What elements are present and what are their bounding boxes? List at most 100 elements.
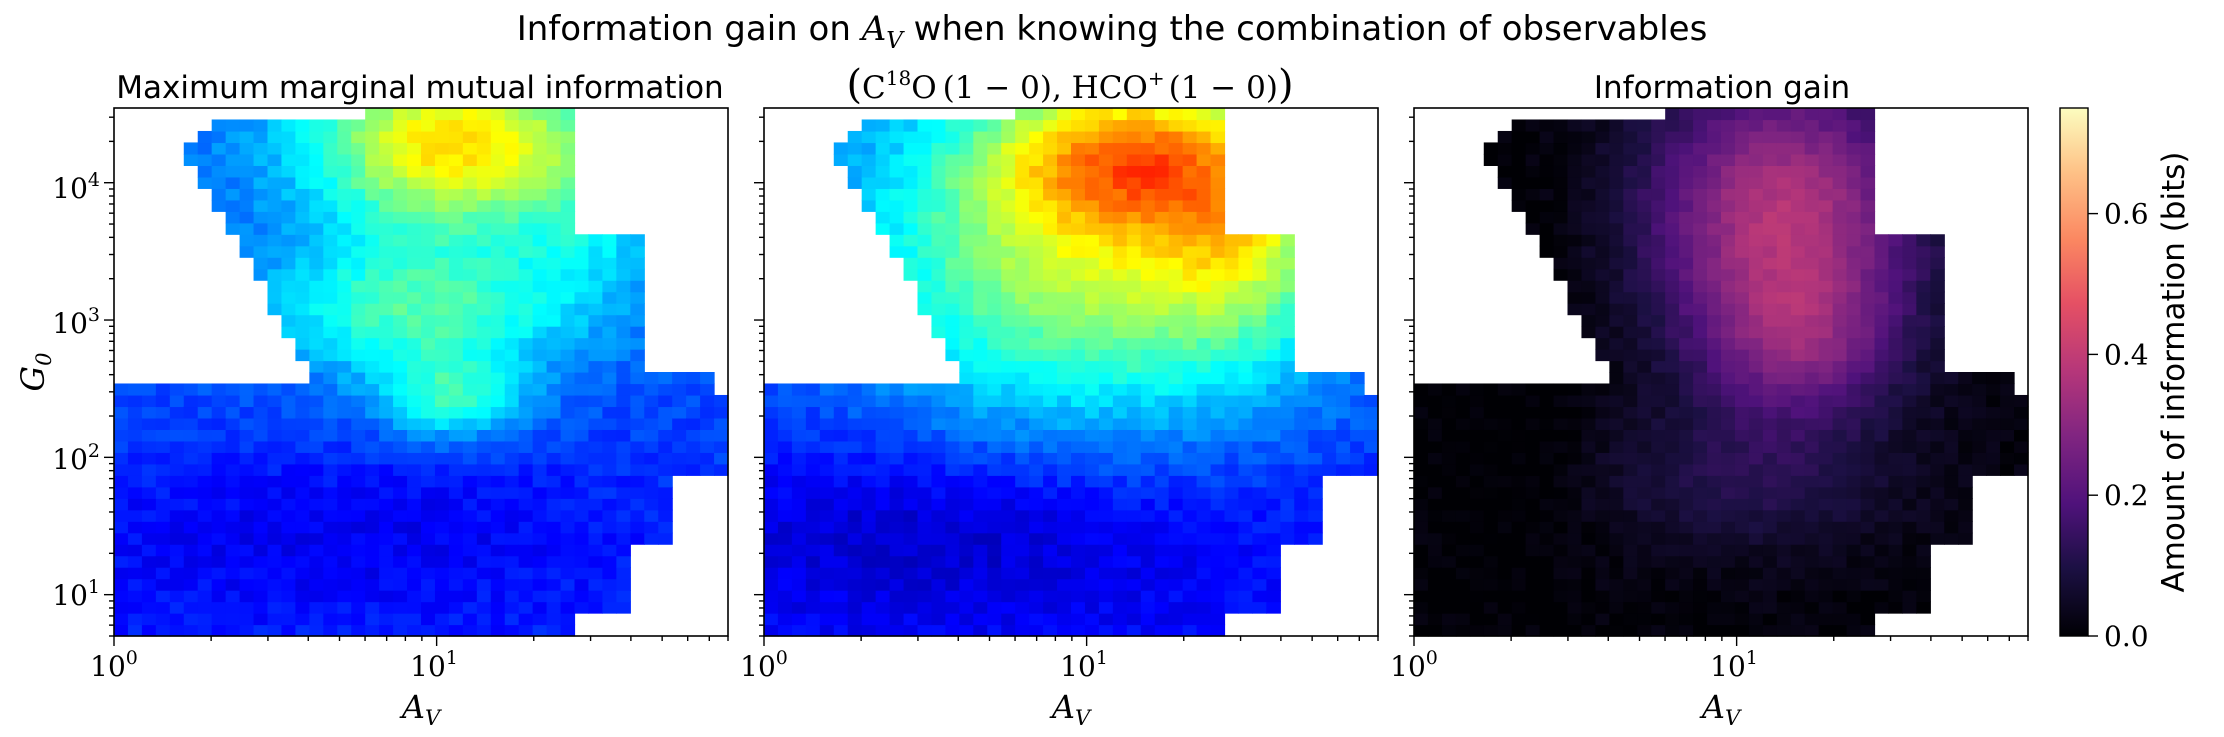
colorbar-tick-label: 0.2 — [2104, 479, 2149, 512]
heatmap-cell — [875, 417, 891, 430]
heatmap-cell — [1140, 108, 1156, 121]
heatmap-cell — [1818, 326, 1834, 339]
heatmap-cell — [504, 108, 520, 121]
heatmap-cell — [1071, 429, 1086, 442]
heatmap-cell — [1637, 268, 1652, 281]
heatmap-cell — [379, 326, 394, 339]
axis-ticks — [104, 116, 2029, 646]
heatmap-cell — [1679, 475, 1694, 488]
heatmap-cell — [1679, 532, 1694, 545]
heatmap-cell — [1665, 509, 1680, 522]
heatmap-cell — [1140, 280, 1156, 293]
heatmap-cell — [819, 544, 835, 557]
heatmap-cell — [847, 130, 863, 144]
heatmap-cell — [1210, 303, 1226, 316]
heatmap-cell — [1210, 326, 1226, 339]
heatmap-cell — [1210, 509, 1226, 522]
heatmap-cell — [1455, 567, 1471, 580]
heatmap-cell — [1112, 406, 1128, 419]
heatmap-cell — [987, 452, 1002, 465]
heatmap-cell — [365, 440, 380, 453]
heatmap-cell — [1916, 417, 1931, 430]
heatmap-cell — [1623, 613, 1638, 626]
heatmap-cell — [1734, 211, 1750, 224]
heatmap-cell — [323, 498, 338, 511]
heatmap-cell — [1001, 280, 1016, 293]
heatmap-cell — [295, 142, 310, 155]
heatmap-cell — [658, 498, 673, 511]
heatmap-cell — [1015, 521, 1030, 534]
heatmap-cell — [1196, 222, 1212, 235]
heatmap-cell — [1441, 521, 1457, 534]
heatmap-cell — [1972, 394, 1987, 408]
heatmap-cell — [490, 486, 506, 499]
heatmap-cell — [672, 372, 687, 385]
heatmap-cell — [1860, 624, 1876, 637]
heatmap-cell — [504, 498, 520, 511]
heatmap-cell — [1350, 372, 1365, 385]
heatmap-cell — [1874, 234, 1890, 247]
heatmap-cell — [253, 142, 269, 155]
heatmap-cell — [889, 394, 905, 408]
heatmap-cell — [1071, 613, 1086, 626]
heatmap-cell — [875, 211, 891, 224]
heatmap-cell — [1511, 613, 1527, 626]
heatmap-cell — [1930, 303, 1945, 316]
heatmap-cell — [379, 567, 394, 580]
heatmap-cell — [1196, 211, 1212, 224]
heatmap-cell — [1224, 360, 1240, 373]
heatmap-cell — [1930, 291, 1945, 304]
heatmap-cell — [1029, 360, 1044, 373]
heatmap-cell — [1140, 532, 1156, 545]
heatmap-cell — [777, 440, 793, 453]
heatmap-cell — [987, 257, 1002, 270]
heatmap-cell — [407, 245, 422, 258]
heatmap-cell — [141, 486, 157, 499]
heatmap-cell — [225, 498, 241, 511]
heatmap-cell — [1001, 199, 1016, 212]
heatmap-cell — [1525, 176, 1541, 189]
heatmap-cell — [1483, 394, 1499, 408]
heatmap-cell — [407, 452, 422, 465]
heatmap-cell — [875, 590, 891, 603]
heatmap-cell — [114, 601, 129, 614]
heatmap-cell — [337, 326, 352, 339]
heatmap-cell — [819, 417, 835, 430]
heatmap-cell — [987, 291, 1002, 304]
heatmap-cell — [903, 176, 919, 189]
heatmap-cell — [1322, 372, 1337, 385]
heatmap-cell — [987, 601, 1002, 614]
heatmap-cell — [1029, 314, 1044, 327]
heatmap-cell — [903, 509, 919, 522]
heatmap-cell — [421, 245, 436, 258]
heatmap-cell — [434, 176, 450, 189]
heatmap-cell — [1539, 222, 1555, 235]
heatmap-cell — [917, 590, 933, 603]
heatmap-cell — [490, 498, 506, 511]
heatmap-cell — [987, 337, 1002, 350]
heatmap-cell — [1029, 257, 1044, 270]
heatmap-cell — [421, 130, 436, 144]
heatmap-cell — [379, 463, 394, 476]
heatmap-cell — [1693, 245, 1708, 258]
heatmap-cell — [1651, 578, 1666, 591]
heatmap-cell — [1595, 176, 1610, 189]
heatmap-cell — [602, 303, 617, 316]
heatmap-cell — [518, 188, 534, 201]
heatmap-cell — [1609, 383, 1624, 396]
heatmap-cell — [1721, 406, 1736, 419]
heatmap-cell — [351, 268, 366, 281]
heatmap-cell — [1029, 406, 1044, 419]
heatmap-cell — [393, 555, 408, 568]
heatmap-cell — [602, 452, 617, 465]
heatmap-cell — [1294, 417, 1309, 430]
heatmap-cell — [1609, 257, 1624, 270]
heatmap-cell — [1637, 521, 1652, 534]
heatmap-cell — [1609, 337, 1624, 350]
heatmap-cell — [1112, 291, 1128, 304]
heatmap-cell — [1029, 601, 1044, 614]
heatmap-cell — [1525, 532, 1541, 545]
heatmap-cell — [1071, 578, 1086, 591]
heatmap-cell — [476, 211, 492, 224]
heatmap-cell — [1748, 188, 1764, 201]
